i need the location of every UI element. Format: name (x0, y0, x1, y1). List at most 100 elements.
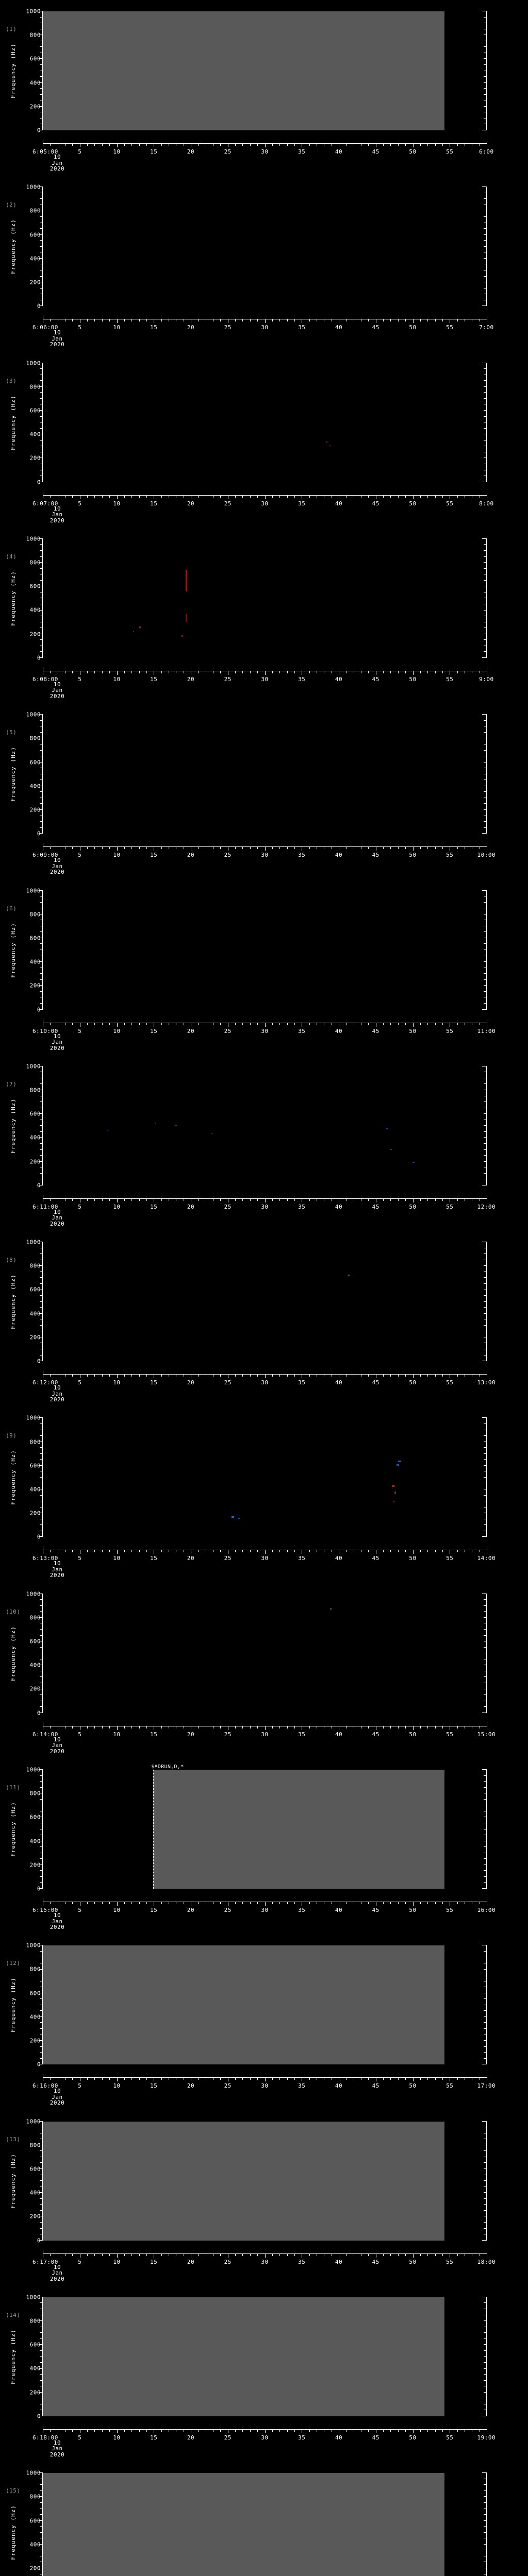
x-axis-date-stack: 10 Jan 2020 (50, 1209, 65, 1227)
plot-frame: 0 200 400 600 800 1000 (26, 184, 487, 309)
y-axis-tick-label: 600 (29, 1286, 41, 1293)
y-axis-tick (39, 609, 43, 611)
y-axis-title-text: Frequency (Hz) (9, 922, 16, 978)
x-axis-tick (139, 1902, 140, 1904)
x-axis-tick (420, 495, 421, 498)
right-axis-cap (482, 1536, 487, 1537)
right-axis-spine (486, 1066, 487, 1185)
y-axis-tick (40, 2356, 43, 2357)
x-axis-tick (294, 2253, 295, 2256)
x-axis-tick (265, 143, 266, 147)
x-axis-tick (383, 143, 384, 146)
x-axis-tick (368, 670, 369, 673)
y-axis-tick (40, 1781, 43, 1782)
x-axis-tick (420, 1550, 421, 1553)
y-axis-tick-label: 200 (29, 1158, 41, 1165)
x-axis-tick (131, 1022, 133, 1025)
x-axis-tick (257, 846, 258, 850)
y-axis-spine (42, 1066, 43, 1185)
x-axis-tick (390, 1374, 391, 1377)
x-axis-tick (390, 1902, 391, 1904)
date-line-2: Jan (52, 1390, 63, 1397)
x-axis-tick-label: 15 (150, 324, 158, 331)
x-axis-tick (220, 1198, 221, 1201)
x-axis-tick (139, 2253, 140, 2256)
y-axis-tick (39, 985, 43, 986)
x-axis-tick (287, 2253, 288, 2256)
x-axis-tick (368, 319, 369, 322)
y-axis-tick (40, 1951, 43, 1952)
x-axis-tick (368, 846, 369, 850)
date-line-2: Jan (52, 687, 63, 694)
right-axis-tick (484, 1846, 487, 1848)
x-axis-tick (398, 495, 399, 498)
right-axis-tick (484, 1477, 487, 1478)
x-axis-tick (109, 1022, 110, 1025)
x-axis-tick (124, 670, 125, 673)
y-axis-tick (40, 1870, 43, 1871)
right-axis-tick (484, 1799, 487, 1800)
right-axis-tick (484, 1858, 487, 1859)
y-axis-tick (40, 2046, 43, 2047)
x-axis-tick (435, 1550, 436, 1553)
right-axis-cap (482, 2472, 487, 2473)
y-axis-tick (40, 639, 43, 640)
x-axis-tick-label: 10 (113, 148, 121, 155)
plot-frame: 0 200 400 600 800 1000 (26, 1767, 487, 1892)
x-axis-tick (131, 2429, 133, 2432)
y-axis-tick (40, 2052, 43, 2053)
x-axis-tick-label: 25 (224, 148, 232, 155)
x-axis-tick-label: 25 (224, 324, 232, 331)
x-axis-tick (427, 846, 428, 850)
right-axis-tick (484, 568, 487, 569)
y-axis-tick (39, 1009, 43, 1010)
panel-index-label: (5) (6, 729, 17, 736)
y-axis-tick (40, 1876, 43, 1877)
date-line-3: 2020 (50, 869, 65, 876)
y-axis-tick-label: 600 (29, 407, 41, 414)
y-axis-tick-label: 1000 (26, 1766, 41, 1773)
x-axis-tick (294, 143, 295, 146)
right-axis-tick (484, 979, 487, 980)
x-axis-tick (257, 495, 258, 498)
y-axis-tick (39, 1769, 43, 1770)
x-axis-tick (442, 2429, 443, 2432)
x-axis-tick (220, 2077, 221, 2080)
x-axis-start-label: 6:14:00 (32, 1731, 58, 1738)
date-line-2: Jan (52, 1566, 63, 1573)
y-axis-tick-label: 0 (37, 830, 41, 837)
y-axis-tick (40, 2180, 43, 2181)
x-axis-tick-label: 55 (446, 324, 454, 331)
x-axis-tick-label: 50 (409, 675, 417, 683)
x-axis-tick (198, 1198, 199, 1201)
panel-index-label: (15) (6, 2487, 21, 2495)
x-axis-tick (272, 2429, 273, 2432)
right-axis-tick (484, 94, 487, 95)
y-axis-tick (40, 398, 43, 399)
x-axis-tick (368, 1374, 369, 1377)
x-axis-tick (294, 846, 295, 850)
x-axis-start-label: 6:06:00 (32, 324, 58, 331)
x-axis-tick-label: 45 (372, 148, 380, 155)
y-axis-tick-label: 800 (29, 1262, 41, 1269)
x-axis-tick-label: 15 (150, 1731, 158, 1738)
y-axis-tick (40, 1301, 43, 1302)
y-axis-tick-label: 0 (37, 1358, 41, 1365)
energy-mark (392, 1485, 394, 1487)
right-axis-tick (484, 228, 487, 229)
y-axis-tick (39, 2121, 43, 2122)
x-axis-tick (257, 2429, 258, 2432)
y-axis-tick (40, 1325, 43, 1326)
x-axis-tick (117, 1198, 118, 1202)
date-line-1: 10 (53, 329, 61, 336)
x-axis-tick-label: 5 (78, 1379, 82, 1386)
x-axis-tick (390, 1725, 391, 1728)
right-axis-tick (484, 1647, 487, 1648)
x-axis-tick (109, 2429, 110, 2432)
x-axis-tick (117, 1550, 118, 1554)
x-axis-tick-label: 10 (113, 324, 121, 331)
right-axis-tick (484, 902, 487, 903)
x-axis-tick (265, 319, 266, 324)
x-axis-tick-label: 10 (113, 500, 121, 507)
x-axis-tick-label: 20 (187, 2082, 195, 2090)
